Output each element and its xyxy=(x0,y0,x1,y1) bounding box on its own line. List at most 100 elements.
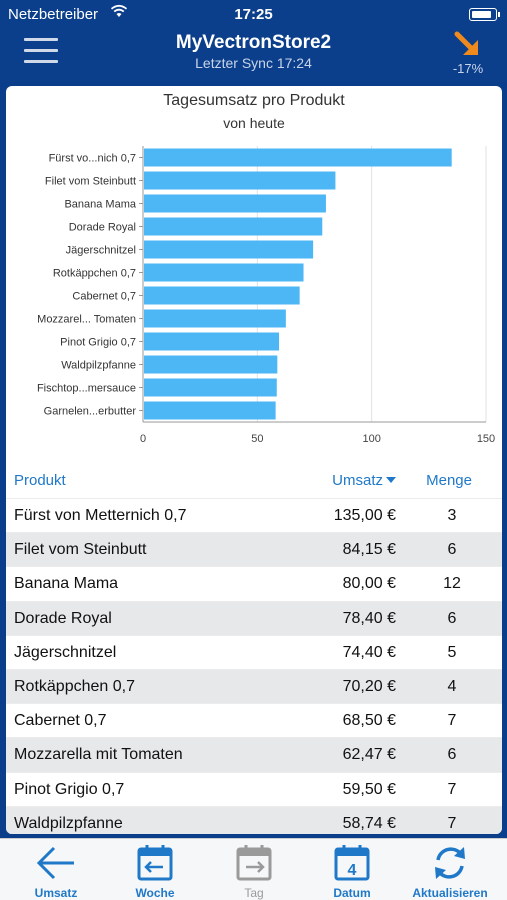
back-arrow-icon xyxy=(36,846,74,880)
revenue-value: 62,47 € xyxy=(342,746,396,764)
bar[interactable] xyxy=(144,148,452,167)
revenue-value: 78,40 € xyxy=(342,609,396,627)
quantity-value: 6 xyxy=(447,609,457,627)
product-name: Cabernet 0,7 xyxy=(14,712,107,730)
status-bar: Netzbetreiber 17:25 xyxy=(0,0,507,28)
bar[interactable] xyxy=(144,378,277,397)
table-row[interactable]: Rotkäppchen 0,7 70,20 € 4 xyxy=(6,668,502,704)
trend-down-arrow-icon xyxy=(454,31,478,55)
carrier-label: Netzbetreiber xyxy=(8,6,99,23)
table-row[interactable]: Cabernet 0,7 68,50 € 7 xyxy=(6,703,502,737)
battery-level xyxy=(471,10,492,18)
table-row[interactable]: Fürst von Metternich 0,7 135,00 € 3 xyxy=(6,498,502,532)
tab-label: Tag xyxy=(244,886,264,900)
calendar-date-icon: 4 xyxy=(334,845,370,881)
product-name: Pinot Grigio 0,7 xyxy=(14,780,125,798)
tab-label: Datum xyxy=(333,886,371,900)
x-tick-label: 100 xyxy=(362,433,380,445)
tab-label: Aktualisieren xyxy=(412,886,488,900)
bar[interactable] xyxy=(144,355,278,374)
revenue-value: 84,15 € xyxy=(342,541,396,559)
bar[interactable] xyxy=(144,240,314,259)
tab-aktualisieren[interactable]: Aktualisieren xyxy=(402,843,498,900)
category-label: Jägerschnitzel xyxy=(66,245,136,257)
bar[interactable] xyxy=(144,401,276,420)
bar[interactable] xyxy=(144,309,286,328)
category-label: Mozzarel... Tomaten xyxy=(37,314,136,326)
calendar-week-icon xyxy=(137,845,173,881)
revenue-value: 70,20 € xyxy=(342,677,396,695)
revenue-value: 80,00 € xyxy=(342,575,396,593)
bar[interactable] xyxy=(144,217,323,236)
battery-icon xyxy=(469,8,500,21)
report-card: Tagesumsatz pro Produkt von heute 0 50 100… xyxy=(6,86,502,834)
table-row[interactable]: Dorade Royal 78,40 € 6 xyxy=(6,600,502,635)
refresh-icon xyxy=(435,847,465,879)
sync-status: Letzter Sync 17:24 xyxy=(195,55,312,71)
chart-svg: 0 50 100 150 Fürst vo...nich 0,7 Filet vom St… xyxy=(37,146,495,445)
product-name: Dorade Royal xyxy=(14,609,112,627)
table-row[interactable]: Jägerschnitzel 74,40 € 5 xyxy=(6,634,502,669)
app-header: Netzbetreiber 17:25 MyVectronStore2 Letz… xyxy=(0,0,507,82)
bar[interactable] xyxy=(144,171,336,190)
category-label: Waldpilzpfanne xyxy=(61,360,136,372)
revenue-value: 68,50 € xyxy=(342,712,396,730)
table-row[interactable]: Banana Mama 80,00 € 12 xyxy=(6,566,502,600)
category-label: Garnelen...erbutter xyxy=(44,406,137,418)
x-tick-label: 150 xyxy=(477,433,495,445)
category-label: Filet vom Steinbutt xyxy=(45,176,136,188)
product-name: Filet vom Steinbutt xyxy=(14,541,147,559)
quantity-value: 7 xyxy=(447,712,457,730)
tab-label: Woche xyxy=(135,886,175,900)
sort-desc-icon xyxy=(386,477,396,483)
quantity-value: 7 xyxy=(447,780,457,798)
chart-title: Tagesumsatz pro Produkt xyxy=(163,92,345,109)
tab-bar: Umsatz Woche Tag 4 Dat xyxy=(0,838,507,900)
quantity-value: 6 xyxy=(447,541,457,559)
table-row[interactable]: Pinot Grigio 0,7 59,50 € 7 xyxy=(6,771,502,806)
column-product[interactable]: Produkt xyxy=(14,472,66,489)
table-row[interactable]: Filet vom Steinbutt 84,15 € 6 xyxy=(6,532,502,567)
product-name: Jägerschnitzel xyxy=(14,643,117,661)
category-label: Fischtop...mersauce xyxy=(37,383,136,395)
tab-umsatz[interactable]: Umsatz xyxy=(8,843,104,900)
calendar-day-icon xyxy=(236,845,272,881)
x-tick-label: 0 xyxy=(140,433,146,445)
category-label: Fürst vo...nich 0,7 xyxy=(49,153,136,165)
tab-woche[interactable]: Woche xyxy=(107,843,203,900)
trend-percent: -17% xyxy=(452,61,484,76)
tab-datum[interactable]: 4 Datum xyxy=(304,843,400,900)
table-header: Produkt Umsatz Menge xyxy=(6,466,502,496)
product-name: Banana Mama xyxy=(14,575,119,593)
quantity-value: 3 xyxy=(447,507,457,524)
table-row[interactable]: Waldpilzpfanne 58,74 € 7 xyxy=(6,805,502,834)
x-tick-label: 50 xyxy=(251,433,263,445)
table-row[interactable]: Mozzarella mit Tomaten 62,47 € 6 xyxy=(6,737,502,772)
chart-subtitle: von heute xyxy=(223,115,285,131)
hamburger-menu-icon[interactable] xyxy=(24,38,58,64)
product-name: Mozzarella mit Tomaten xyxy=(14,746,183,764)
revenue-value: 135,00 € xyxy=(333,507,396,524)
wifi-icon xyxy=(110,4,128,17)
revenue-value: 59,50 € xyxy=(342,780,396,798)
bar[interactable] xyxy=(144,286,300,305)
quantity-value: 12 xyxy=(443,575,461,593)
calendar-date-number: 4 xyxy=(348,862,357,879)
trend-indicator[interactable]: -17% xyxy=(443,30,493,76)
column-revenue[interactable]: Umsatz xyxy=(332,472,396,489)
page-title: MyVectronStore2 xyxy=(175,32,332,53)
tab-label: Umsatz xyxy=(34,886,78,900)
tab-tag[interactable]: Tag xyxy=(206,843,302,900)
category-label: Banana Mama xyxy=(64,199,136,211)
revenue-value: 74,40 € xyxy=(342,643,396,661)
bar[interactable] xyxy=(144,263,304,282)
category-label: Dorade Royal xyxy=(69,222,136,234)
status-time: 17:25 xyxy=(234,6,273,23)
bar[interactable] xyxy=(144,194,326,213)
category-label: Cabernet 0,7 xyxy=(72,291,136,303)
quantity-value: 7 xyxy=(447,814,457,832)
column-quantity[interactable]: Menge xyxy=(426,472,472,489)
revenue-bar-chart: 0 50 100 150 Fürst vo...nich 0,7 Filet vom St… xyxy=(6,136,502,456)
product-name: Fürst von Metternich 0,7 xyxy=(14,507,187,524)
bar[interactable] xyxy=(144,332,280,351)
